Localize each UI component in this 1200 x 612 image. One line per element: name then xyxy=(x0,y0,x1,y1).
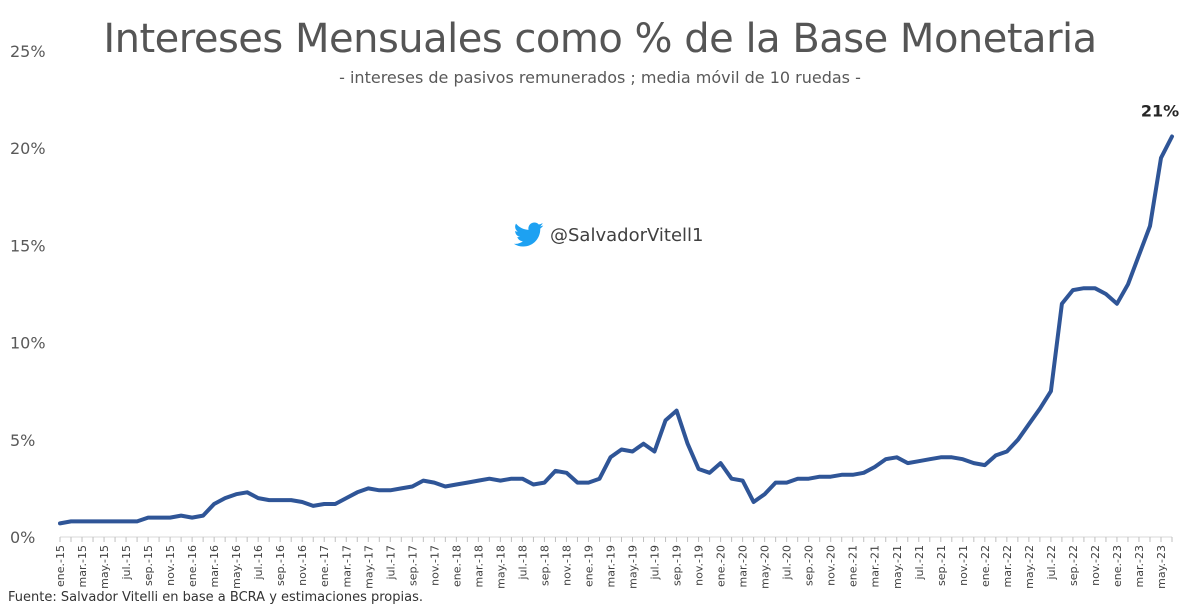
twitter-bird-icon xyxy=(514,222,544,247)
x-tick-label: mar.-23 xyxy=(1133,545,1146,587)
x-tick-label: may.-17 xyxy=(362,545,375,589)
x-tick-label: mar.-18 xyxy=(472,545,485,587)
x-tick-label: jul.-18 xyxy=(516,545,529,581)
x-tick-label: mar.-16 xyxy=(208,545,221,587)
y-tick-label: 5% xyxy=(10,431,35,450)
x-tick-label: ene.-16 xyxy=(186,545,199,587)
x-tick-label: jul.-19 xyxy=(649,545,662,581)
x-tick-label: nov.-21 xyxy=(957,545,970,586)
chart-title: Intereses Mensuales como % de la Base Mo… xyxy=(103,16,1097,62)
twitter-watermark: @SalvadorVitell1 xyxy=(514,220,703,250)
x-tick-label: may.-20 xyxy=(759,545,772,589)
y-tick-label: 15% xyxy=(10,236,46,255)
x-tick-label: nov.-15 xyxy=(164,545,177,586)
x-tick-label: ene.-18 xyxy=(450,545,463,587)
y-tick-label: 25% xyxy=(10,42,46,61)
x-tick-label: sep.-20 xyxy=(803,545,816,586)
x-tick-label: sep.-19 xyxy=(671,545,684,586)
x-tick-label: jul.-20 xyxy=(781,545,794,581)
x-tick-label: nov.-17 xyxy=(428,545,441,586)
x-tick-label: may.-16 xyxy=(230,545,243,589)
x-tick-label: ene.-19 xyxy=(582,545,595,587)
x-tick-label: nov.-22 xyxy=(1089,545,1102,586)
x-tick-label: mar.-20 xyxy=(737,545,750,587)
x-tick-label: mar.-19 xyxy=(604,545,617,587)
x-tick-label: ene.-23 xyxy=(1111,545,1124,587)
x-tick-label: may.-22 xyxy=(1023,545,1036,589)
x-tick-label: jul.-22 xyxy=(1045,545,1058,581)
x-tick-label: may.-21 xyxy=(891,545,904,589)
x-tick-label: nov.-18 xyxy=(560,545,573,586)
chart-subtitle: - intereses de pasivos remunerados ; med… xyxy=(339,68,861,87)
x-tick-label: nov.-16 xyxy=(296,545,309,586)
x-tick-label: sep.-17 xyxy=(406,545,419,586)
x-tick-label: nov.-19 xyxy=(693,545,706,586)
x-tick-label: sep.-16 xyxy=(274,545,287,586)
x-tick-label: jul.-21 xyxy=(913,545,926,581)
x-tick-label: nov.-20 xyxy=(825,545,838,586)
x-tick-label: may.-19 xyxy=(627,545,640,589)
x-tick-label: ene.-22 xyxy=(979,545,992,587)
y-tick-label: 10% xyxy=(10,334,46,353)
x-tick-label: sep.-15 xyxy=(142,545,155,586)
x-tick-label: sep.-18 xyxy=(538,545,551,586)
x-tick-label: sep.-21 xyxy=(935,545,948,586)
x-tick-label: ene.-15 xyxy=(54,545,67,587)
end-value-label: 21% xyxy=(1141,102,1179,121)
y-tick-label: 20% xyxy=(10,139,46,158)
x-tick-label: mar.-22 xyxy=(1001,545,1014,587)
y-tick-label: 0% xyxy=(10,528,35,547)
x-tick-label: sep.-22 xyxy=(1067,545,1080,586)
x-tick-label: may.-23 xyxy=(1155,545,1168,589)
x-tick-label: mar.-15 xyxy=(76,545,89,587)
x-tick-label: ene.-21 xyxy=(847,545,860,587)
x-tick-label: mar.-21 xyxy=(869,545,882,587)
x-tick-label: mar.-17 xyxy=(340,545,353,587)
x-tick-label: jul.-16 xyxy=(252,545,265,581)
x-tick-label: may.-18 xyxy=(494,545,507,589)
source-note: Fuente: Salvador Vitelli en base a BCRA … xyxy=(8,590,423,605)
twitter-handle: @SalvadorVitell1 xyxy=(550,224,704,246)
x-tick-label: ene.-17 xyxy=(318,545,331,587)
x-tick-label: ene.-20 xyxy=(715,545,728,587)
x-tick-label: may.-15 xyxy=(98,545,111,589)
x-tick-label: jul.-17 xyxy=(384,545,397,581)
series-line xyxy=(58,134,1174,526)
x-tick-label: jul.-15 xyxy=(120,545,133,581)
